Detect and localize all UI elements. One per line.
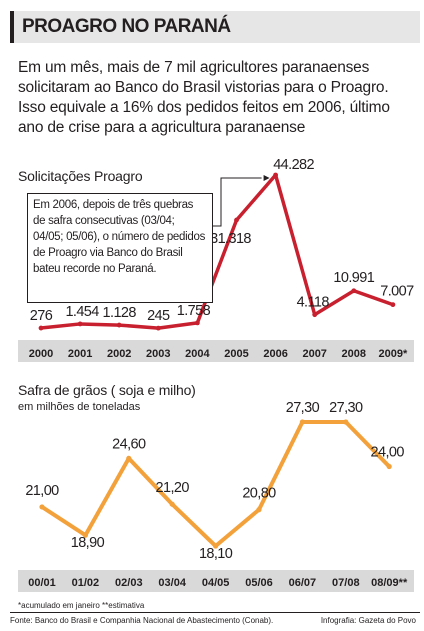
proagro-point [155, 325, 161, 331]
safra-data-label: 21,00 [25, 483, 59, 499]
proagro-x-tick-label: 2004 [185, 348, 210, 360]
safra-data-label: 21,20 [156, 480, 190, 496]
proagro-point [38, 325, 44, 331]
proagro-point [195, 320, 200, 326]
proagro-x-tick-label: 2007 [302, 348, 326, 360]
proagro-data-label: 1.758 [177, 303, 211, 319]
proagro-x-tick-label: 2006 [263, 348, 287, 360]
safra-series-line [40, 420, 391, 548]
safra-point [213, 543, 219, 549]
proagro-data-label: 10.991 [333, 270, 374, 286]
proagro-x-tick-label: 2001 [68, 348, 92, 360]
footer-divider [10, 612, 420, 613]
safra-point [169, 501, 175, 507]
proagro-x-tick-label: 2008 [342, 348, 366, 360]
proagro-x-tick-label: 2005 [224, 348, 248, 360]
credit-text: Infografia: Gazeta do Povo [320, 616, 416, 625]
safra-x-tick-label: 03/04 [158, 577, 186, 589]
safra-point [299, 419, 305, 425]
proagro-point [77, 321, 83, 327]
proagro-data-label: 31.318 [210, 231, 251, 247]
safra-x-tick-label: 07/08 [332, 577, 360, 589]
safra-chart-title: Safra de grãos ( soja e milho) [18, 382, 196, 398]
safra-data-label: 24,60 [112, 436, 146, 452]
proagro-chart-title: Solicitações Proagro [18, 168, 143, 184]
proagro-point [312, 312, 318, 318]
safra-data-label: 18,90 [71, 535, 105, 551]
proagro-point [390, 302, 396, 308]
proagro-data-label: 4.118 [297, 295, 330, 311]
proagro-data-label: 276 [30, 308, 53, 324]
proagro-point [116, 322, 122, 328]
page-title: PROAGRO NO PARANÁ [22, 16, 231, 37]
safra-chart-subtitle: em milhões de toneladas [18, 401, 141, 413]
proagro-data-label: 1.454 [65, 304, 99, 320]
safra-data-label: 18,10 [199, 546, 233, 562]
safra-point [343, 419, 349, 425]
annotation-box: Em 2006, depois de três quebras de safra… [27, 193, 213, 303]
proagro-data-label: 1.128 [103, 305, 137, 321]
proagro-point [234, 217, 239, 223]
safra-point [256, 507, 262, 513]
safra-point [386, 463, 392, 470]
proagro-x-tick-label: 2003 [146, 348, 170, 360]
source-text: Fonte: Banco do Brasil e Companhia Nacio… [10, 616, 274, 625]
proagro-x-tick-label: 2002 [107, 348, 131, 360]
safra-x-tick-label: 02/03 [115, 577, 143, 589]
safra-point [82, 532, 88, 538]
proagro-data-label: 44.282 [273, 157, 314, 173]
safra-x-tick-label: 01/02 [72, 577, 100, 589]
proagro-x-axis-band [18, 340, 414, 362]
safra-point [39, 504, 45, 510]
safra-x-tick-label: 08/09** [371, 577, 408, 589]
safra-x-tick-label: 04/05 [202, 577, 230, 589]
proagro-data-label: 245 [147, 308, 170, 324]
safra-point [126, 455, 132, 461]
safra-data-label: 24,00 [371, 444, 405, 460]
safra-data-label: 27,30 [329, 400, 363, 416]
safra-x-tick-label: 00/01 [28, 577, 56, 589]
safra-x-tick-label: 05/06 [245, 577, 273, 589]
footnotes: *acumulado em janeiro **estimativa [18, 601, 145, 610]
proagro-series-line [40, 173, 394, 330]
proagro-x-tick-label: 2000 [29, 348, 53, 360]
intro-text: Em um mês, mais de 7 mil agricultores pa… [18, 59, 390, 136]
proagro-data-label: 7.007 [380, 284, 414, 300]
annotation-pointer-line [213, 177, 262, 227]
safra-x-tick-label: 06/07 [289, 577, 317, 589]
proagro-x-tick-label: 2009* [379, 348, 408, 360]
annotation-pointer-arrow [263, 175, 270, 181]
safra-data-label: 27,30 [286, 400, 320, 416]
safra-data-label: 20,80 [242, 486, 276, 502]
title-bar: PROAGRO NO PARANÁ [10, 11, 420, 43]
proagro-point [351, 288, 357, 294]
proagro-point [273, 172, 278, 178]
safra-x-axis-band [18, 570, 414, 592]
